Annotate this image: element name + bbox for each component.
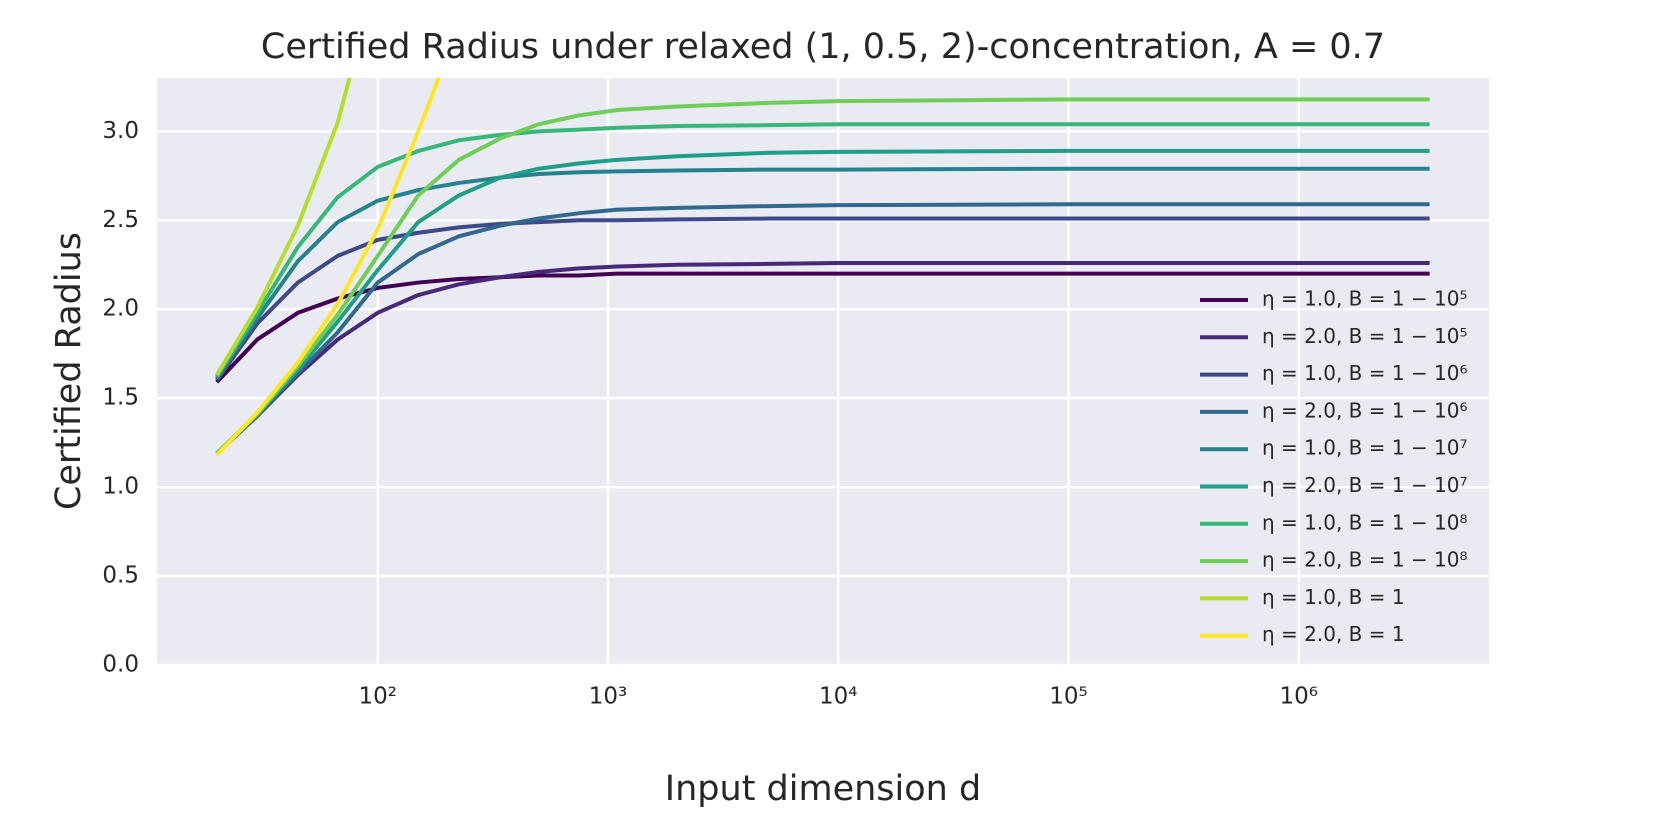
series-line [215, 271, 1430, 384]
series-line [215, 216, 1430, 382]
x-tick-label: 10⁶ [1280, 684, 1319, 710]
legend-label: η = 2.0, B = 1 − 10⁵ [1262, 324, 1468, 348]
x-tick-label: 10³ [589, 684, 628, 710]
series-line [215, 122, 1430, 378]
plot-area [157, 78, 1489, 665]
y-tick-label: 1.0 [102, 474, 139, 500]
legend-label: η = 2.0, B = 1 − 10⁸ [1262, 548, 1468, 572]
y-tick-label: 0.0 [102, 652, 139, 678]
legend-label: η = 1.0, B = 1 − 10⁷ [1262, 436, 1468, 460]
lines [215, 78, 1430, 457]
grid [157, 78, 1489, 667]
y-axis-label: Certified Radius [49, 232, 89, 510]
y-tick-label: 3.0 [102, 118, 139, 144]
legend: η = 1.0, B = 1 − 10⁵ η = 2.0, B = 1 − 10⁵… [1200, 287, 1468, 646]
series-line [215, 260, 1430, 455]
y-tick-label: 1.5 [102, 385, 139, 411]
legend-label: η = 2.0, B = 1 − 10⁷ [1262, 473, 1468, 497]
series-line [215, 202, 1430, 455]
y-tick-label: 0.5 [102, 563, 139, 589]
series-line [215, 97, 1430, 455]
x-tick-label: 10⁵ [1049, 684, 1088, 710]
legend-label: η = 2.0, B = 1 − 10⁶ [1262, 398, 1468, 422]
x-tick-label: 10⁴ [819, 684, 858, 710]
y-tick-label: 2.0 [102, 296, 139, 322]
legend-label: η = 1.0, B = 1 − 10⁵ [1262, 287, 1468, 311]
x-tick-label: 10² [358, 684, 397, 710]
legend-label: η = 1.0, B = 1 − 10⁶ [1262, 361, 1468, 385]
legend-label: η = 1.0, B = 1 [1262, 585, 1405, 609]
legend-label: η = 2.0, B = 1 [1262, 622, 1405, 646]
series-line [215, 148, 1430, 455]
x-axis-label: Input dimension d [665, 769, 981, 809]
y-tick-label: 2.5 [102, 207, 139, 233]
series-line [215, 166, 1430, 380]
series-line [215, 78, 441, 457]
legend-label: η = 1.0, B = 1 − 10⁸ [1262, 510, 1468, 534]
chart-title: Certified Radius under relaxed (1, 0.5, … [261, 27, 1385, 67]
series-line [215, 78, 352, 377]
